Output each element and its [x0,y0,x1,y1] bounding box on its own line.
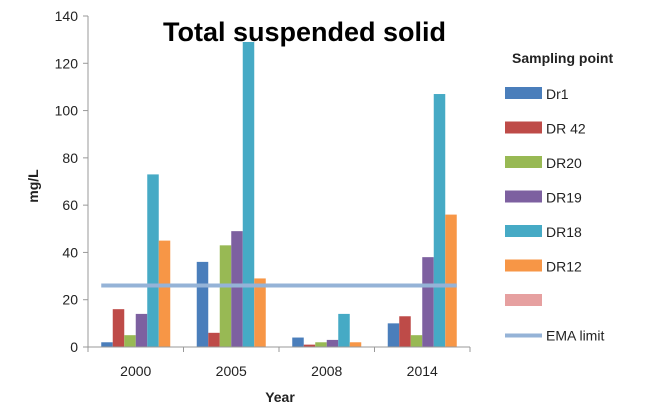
legend-swatch [505,156,542,168]
legend-swatch [505,87,542,99]
bar-dr42-2005 [208,332,220,347]
legend-swatch [505,225,542,237]
legend-swatch [505,259,542,272]
bar-dr19-2014 [422,257,434,347]
legend-swatch-blank [505,294,542,306]
bar-dr18-2000 [147,174,159,347]
bar-dr19-2008 [326,339,339,347]
bar-dr20-2014 [410,335,423,347]
y-tick-label: 0 [70,339,78,355]
legend: Sampling point Dr1 DR 42 DR20 DR19 DR18 DR12 E… [505,50,613,344]
legend-label: DR20 [546,155,582,171]
bar-dr12-2008 [349,342,362,347]
bar-dr1-2008 [292,337,304,347]
bar-dr1-2014 [387,323,400,347]
bar-dr20-2000 [124,335,136,347]
bar-dr1-2000 [101,342,113,347]
legend-label: Dr1 [546,86,569,102]
bar-dr42-2000 [112,309,125,347]
x-tick-label: 2005 [216,363,247,379]
bar-dr42-2008 [303,344,316,347]
y-axis-title: mg/L [25,169,41,203]
bar-dr18-2008 [338,313,350,347]
y-tick-label: 60 [62,197,78,213]
x-tick-label: 2000 [120,363,151,379]
bar-dr1-2005 [196,261,209,347]
bar-dr20-2005 [219,245,232,347]
legend-label-ema: EMA limit [546,328,604,344]
y-tick-label: 40 [62,244,78,260]
bar-dr12-2000 [158,240,171,347]
legend-label: DR18 [546,224,582,240]
legend-label: DR12 [546,259,582,275]
x-tick-label: 2014 [407,363,438,379]
y-tick-label: 140 [55,8,79,24]
legend-title: Sampling point [512,50,613,66]
legend-label: DR19 [546,190,582,206]
bar-dr19-2005 [231,231,243,347]
legend-swatch [505,190,542,203]
bar-dr18-2014 [433,94,446,348]
bar-dr18-2005 [242,42,255,347]
x-ticks: 2000 2005 2008 2014 [87,347,471,379]
legend-label: DR 42 [546,121,586,137]
y-tick-label: 100 [55,103,79,119]
legend-swatch [505,121,542,134]
bar-dr19-2000 [135,313,148,347]
bar-dr12-2005 [254,278,266,347]
x-axis-title: Year [265,389,295,405]
x-tick-label: 2008 [311,363,342,379]
y-tick-label: 120 [55,55,79,71]
bar-dr42-2014 [399,316,411,347]
chart-title: Total suspended solid [163,17,446,47]
bar-dr12-2014 [445,214,457,347]
plot-area [101,42,457,348]
y-ticks: 0 20 40 60 80 100 120 140 [55,8,88,355]
bar-dr20-2008 [315,342,327,347]
y-tick-label: 20 [62,292,78,308]
y-tick-label: 80 [62,150,78,166]
axes [87,16,470,348]
